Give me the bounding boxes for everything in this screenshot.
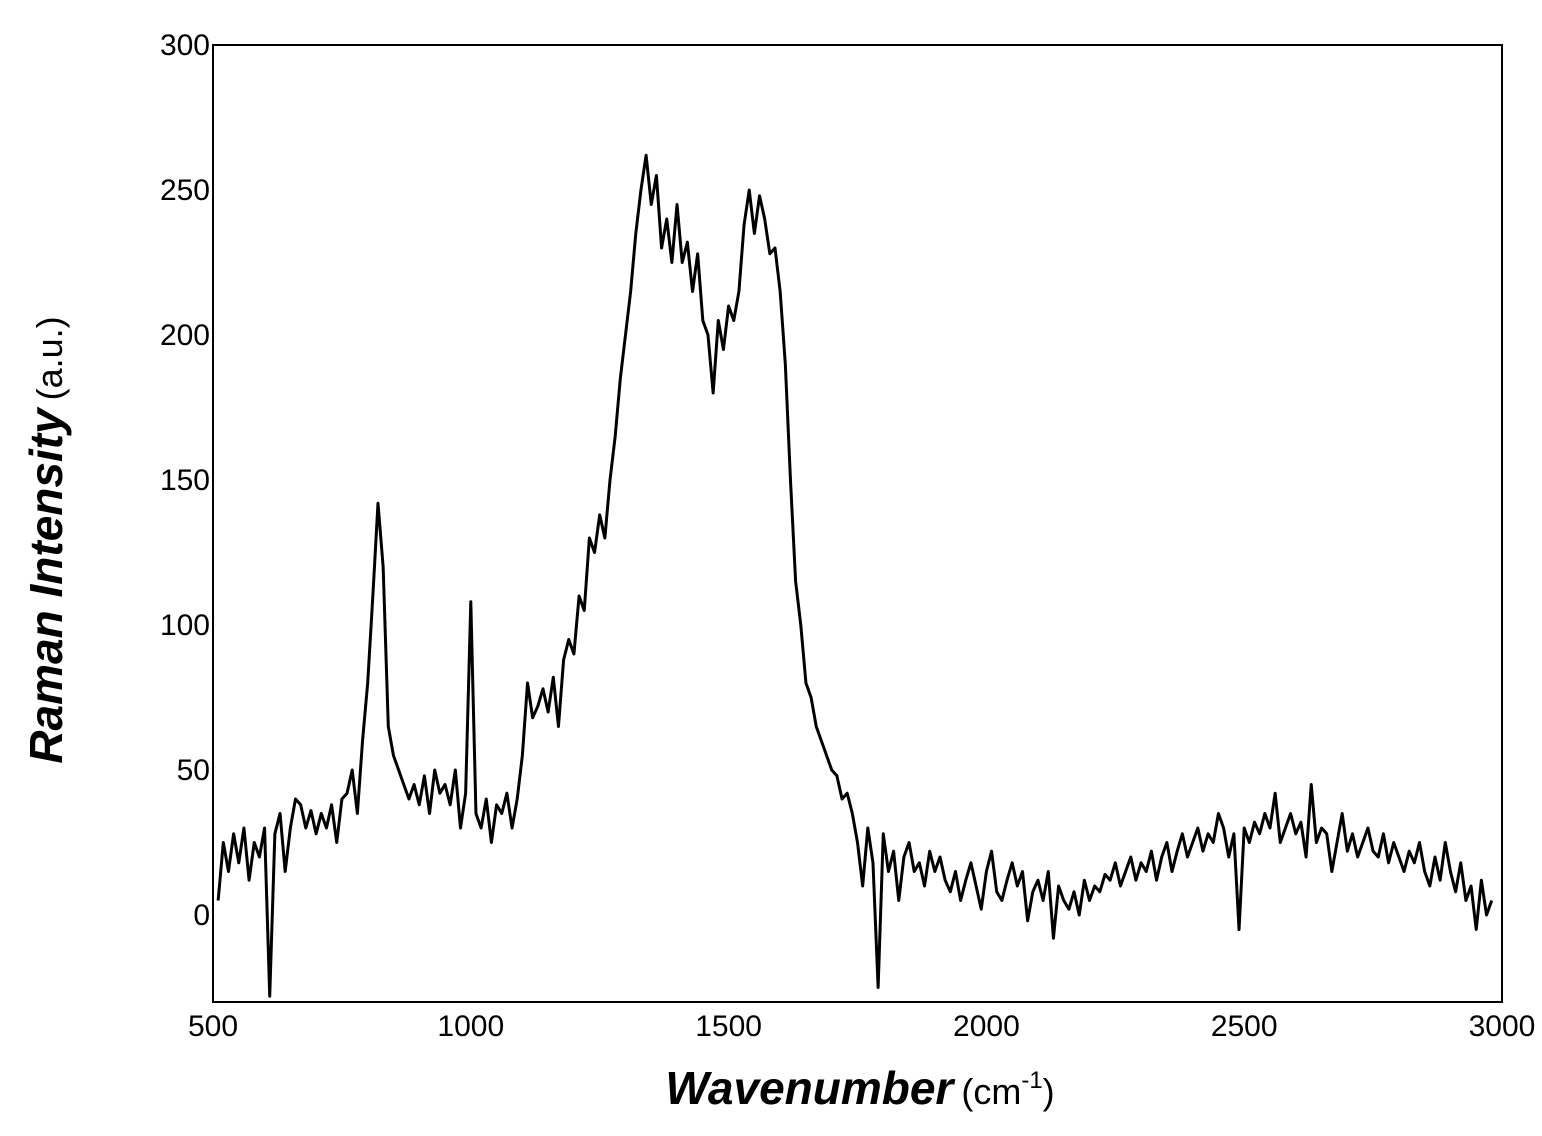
y-tick-label: 0 [193,899,210,932]
y-label-unit: (a.u.) [29,316,70,400]
x-tick-label: 2500 [1211,1010,1278,1043]
y-tick-label: 50 [177,754,210,787]
plot-frame [212,44,1503,1003]
y-tick-label: 300 [160,29,210,62]
x-tick-label: 1500 [695,1010,762,1043]
y-tick-label: 250 [160,174,210,207]
y-tick-label: 150 [160,464,210,497]
y-tick-label: 200 [160,319,210,352]
x-tick-label: 500 [188,1010,238,1043]
x-label-sup: -1 [1021,1067,1042,1094]
x-tick-label: 2000 [953,1010,1020,1043]
x-axis-label: Wavenumber (cm-1) [665,1062,1054,1114]
x-label-unit-end: ) [1043,1071,1055,1112]
y-tick-label: 100 [160,609,210,642]
y-label-text: Raman Intensity [20,406,72,764]
x-label-unit: (cm [961,1071,1021,1112]
x-tick-label: 3000 [1469,1010,1536,1043]
x-label-text: Wavenumber [665,1062,955,1114]
x-tick-label: 1000 [437,1010,504,1043]
y-axis-label: Raman Intensity (a.u.) [20,316,72,763]
spectrum-line [216,153,1494,998]
